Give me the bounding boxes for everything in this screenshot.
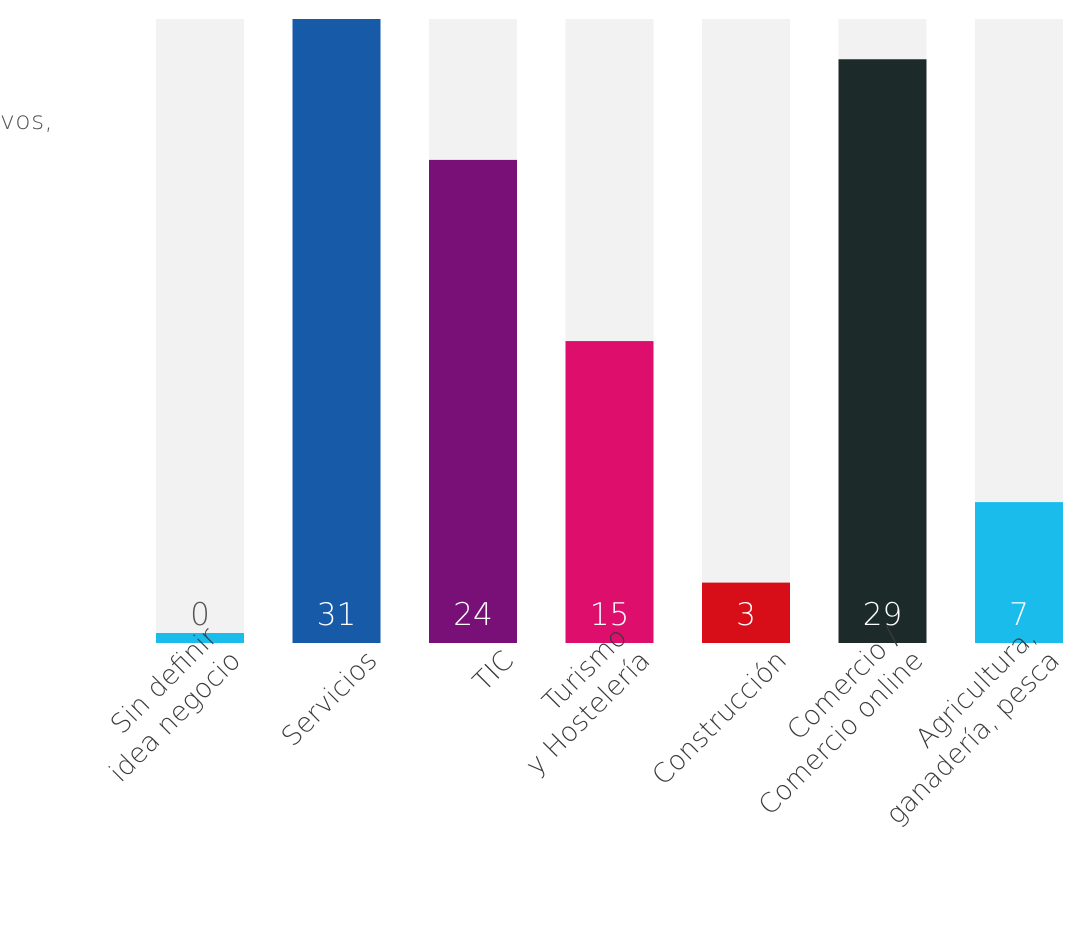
category-label-line-2-0: TIC xyxy=(467,645,520,698)
bar-4 xyxy=(702,582,790,643)
bar-track-4 xyxy=(702,19,790,643)
value-label-0: 0 xyxy=(190,597,210,633)
bar-2 xyxy=(429,159,517,643)
category-label-line-1-0: Servicios xyxy=(276,645,384,753)
category-label-line-4-0: Construcción xyxy=(646,645,793,792)
bar-1 xyxy=(292,19,381,643)
value-label-5: 29 xyxy=(863,597,902,633)
bars xyxy=(156,19,1063,644)
value-label-3: 15 xyxy=(590,597,629,633)
category-label-1: Servicios xyxy=(276,645,384,753)
value-label-2: 24 xyxy=(453,597,492,633)
value-label-4: 3 xyxy=(736,597,756,633)
bar-3 xyxy=(565,341,654,643)
partial-description-text: vos, xyxy=(0,106,54,135)
bar-track-0 xyxy=(156,19,244,643)
value-label-6: 7 xyxy=(1009,597,1029,633)
bar-6 xyxy=(975,502,1063,643)
value-labels: 0 31 24 15 3 29 7 xyxy=(190,597,1029,633)
category-label-4: Construcción xyxy=(646,645,793,792)
value-label-1: 31 xyxy=(317,597,356,633)
category-label-2: TIC xyxy=(467,645,520,698)
bar-0 xyxy=(156,633,244,643)
bar-5 xyxy=(838,59,927,644)
